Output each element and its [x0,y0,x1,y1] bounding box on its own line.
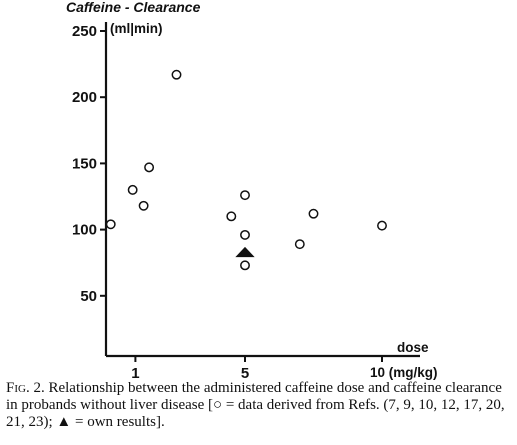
y-tick-label: 150 [72,155,97,172]
y-axis-unit: (ml|min) [110,21,163,36]
data-point-circle [226,211,237,222]
data-point-circle [240,190,250,201]
data-point-circle [171,69,182,80]
scatter-chart: 50 100 150 200 250 1 5 Caffeine - Clearance (m… [66,0,438,380]
data-point-circle [144,162,155,173]
chart-axes [104,22,420,358]
chart-titles: Caffeine - Clearance (ml|min) dose 10 (m… [66,0,438,380]
y-tick-label: 250 [72,23,97,40]
data-point-circle [377,220,387,231]
data-point-circle [138,200,149,211]
caption-text: Relationship between the administered ca… [6,380,505,430]
data-point-circle [294,239,305,250]
data-point-circle [308,208,319,219]
x-tick-label: 5 [241,365,249,380]
x-tick-label: 1 [131,365,139,380]
x-axis-title: dose [397,340,429,355]
x-axis-unit: 10 (mg/kg) [370,365,438,380]
y-tick-label: 100 [72,222,97,239]
y-tick-label: 50 [80,288,97,305]
data-point-circle [105,219,116,230]
data-point-triangle [235,246,255,258]
y-tick-label: 200 [72,89,97,106]
caption-label: Fig. 2. [6,380,45,396]
chart-ticks: 50 100 150 200 250 1 5 [72,23,383,380]
chart-points [105,69,387,271]
data-point-circle [240,260,250,271]
data-point-circle [127,184,138,195]
figure-caption: Fig. 2. Relationship between the adminis… [6,380,516,431]
data-point-circle [240,229,250,240]
y-axis-title: Caffeine - Clearance [66,0,201,15]
